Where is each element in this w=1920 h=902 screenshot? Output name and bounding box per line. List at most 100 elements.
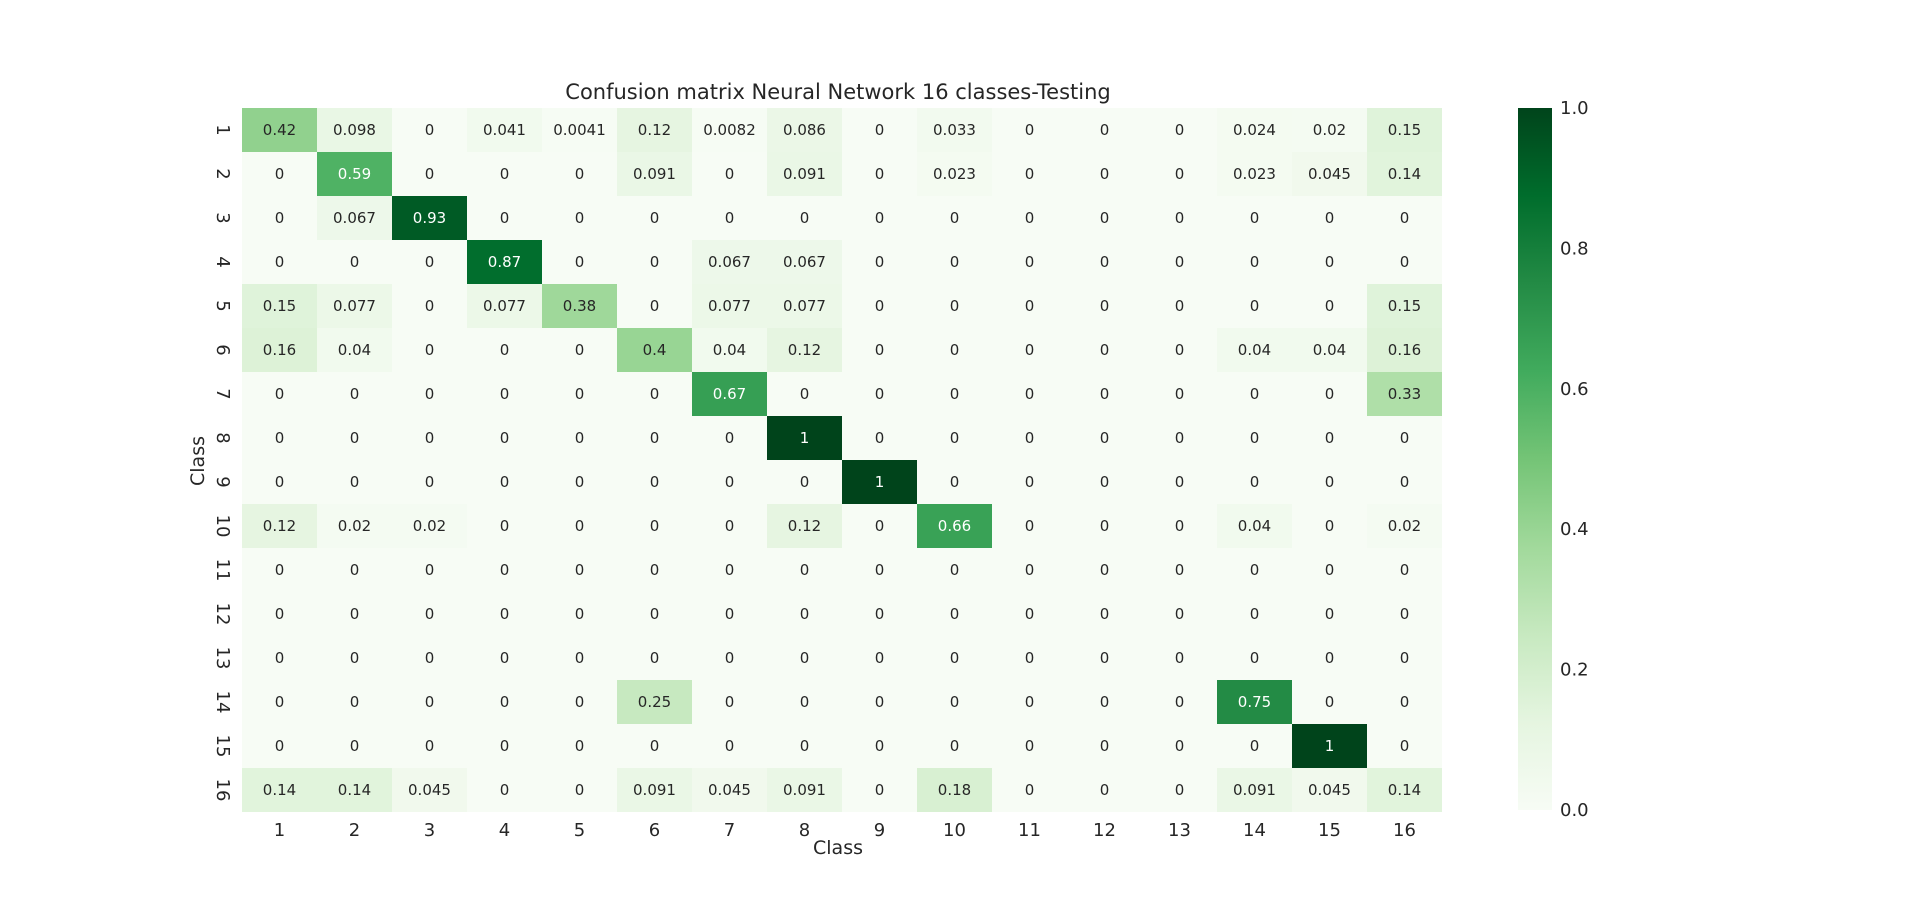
heatmap-cell-label: 0	[425, 429, 435, 447]
heatmap-cell-label: 0	[1250, 737, 1260, 755]
heatmap-cell-label: 0	[800, 693, 810, 711]
x-tick-label: 10	[943, 820, 966, 841]
heatmap-cell-label: 0	[1250, 297, 1260, 315]
heatmap-cell-label: 0	[875, 781, 885, 799]
heatmap-cell-label: 0	[1250, 253, 1260, 271]
heatmap-cell	[467, 372, 542, 416]
heatmap-cell	[617, 724, 692, 768]
heatmap-cell	[1142, 372, 1217, 416]
heatmap-cell	[992, 416, 1067, 460]
heatmap-cell-label: 0.067	[708, 253, 751, 271]
heatmap-cell	[467, 460, 542, 504]
heatmap-cell-label: 0	[1025, 429, 1035, 447]
heatmap-cell	[542, 284, 617, 328]
heatmap-cell	[1217, 636, 1292, 680]
heatmap-cell	[1292, 152, 1367, 196]
heatmap-cell	[1067, 416, 1142, 460]
x-tick-label: 2	[349, 820, 360, 841]
y-tick-label: 13	[212, 647, 233, 670]
heatmap-cell	[1367, 328, 1442, 372]
heatmap-cell-label: 0	[500, 781, 510, 799]
x-tick-label: 4	[499, 820, 510, 841]
heatmap-cell	[317, 592, 392, 636]
heatmap-cell-label: 0.04	[713, 341, 746, 359]
heatmap-cell	[542, 592, 617, 636]
heatmap-cell	[317, 416, 392, 460]
heatmap-cell-label: 0.04	[1313, 341, 1346, 359]
heatmap-cell-label: 0	[350, 385, 360, 403]
heatmap-cell-label: 0	[275, 253, 285, 271]
heatmap-cell	[392, 372, 467, 416]
heatmap-cell-label: 0	[725, 605, 735, 623]
heatmap-cell-label: 0	[1400, 429, 1410, 447]
heatmap-cell-label: 0	[950, 605, 960, 623]
heatmap-cell	[1367, 460, 1442, 504]
heatmap-cell-label: 0	[275, 605, 285, 623]
heatmap-cell	[1142, 108, 1217, 152]
heatmap-cell-label: 0	[275, 429, 285, 447]
heatmap-cell	[467, 152, 542, 196]
heatmap-cell-label: 0	[725, 561, 735, 579]
heatmap-cell	[992, 636, 1067, 680]
x-tick-labels: 1 2 3 4 5 6 7 8 9 10 11 12 13 14 15 16	[274, 820, 1416, 841]
heatmap-cell-label: 0	[425, 561, 435, 579]
heatmap-cell-label: 0.12	[263, 517, 296, 535]
heatmap-cell	[317, 504, 392, 548]
heatmap-cell	[392, 504, 467, 548]
heatmap-cell	[917, 196, 992, 240]
heatmap-cell	[1217, 724, 1292, 768]
heatmap-cell-label: 0.077	[783, 297, 826, 315]
heatmap-cell	[1067, 768, 1142, 812]
heatmap-cell	[1067, 592, 1142, 636]
heatmap-cell	[917, 680, 992, 724]
heatmap-cell	[392, 328, 467, 372]
heatmap-cell	[392, 768, 467, 812]
heatmap-cell	[1217, 108, 1292, 152]
heatmap-cell	[917, 636, 992, 680]
heatmap-cell-label: 0	[575, 693, 585, 711]
heatmap-cell	[917, 592, 992, 636]
heatmap-cell	[767, 460, 842, 504]
heatmap-cell-label: 0	[800, 385, 810, 403]
y-tick-label: 10	[212, 515, 233, 538]
y-tick-label: 12	[212, 603, 233, 626]
heatmap-cell	[1367, 196, 1442, 240]
heatmap-cell	[842, 460, 917, 504]
heatmap-cell	[317, 240, 392, 284]
heatmap-cell	[1292, 240, 1367, 284]
heatmap-cell-label: 0	[650, 209, 660, 227]
heatmap-cell	[917, 768, 992, 812]
heatmap-cell-label: 0	[875, 429, 885, 447]
heatmap-cell	[317, 724, 392, 768]
heatmap-cell-label: 0	[875, 297, 885, 315]
heatmap-cell	[1217, 460, 1292, 504]
heatmap-cell-label: 0.067	[783, 253, 826, 271]
heatmap-cell-label: 0	[1025, 209, 1035, 227]
heatmap-cell-label: 0	[875, 605, 885, 623]
heatmap-cell-label: 0.091	[1233, 781, 1276, 799]
heatmap-cell-label: 0	[1100, 605, 1110, 623]
heatmap-cell-label: 0	[875, 693, 885, 711]
heatmap-cell	[692, 460, 767, 504]
heatmap-cell-label: 0.067	[333, 209, 376, 227]
heatmap-cell	[1067, 108, 1142, 152]
heatmap-cell-label: 0	[1400, 737, 1410, 755]
heatmap-cell	[917, 724, 992, 768]
heatmap-cell-label: 0	[650, 649, 660, 667]
heatmap-cell	[917, 328, 992, 372]
heatmap-cell-label: 0	[1100, 121, 1110, 139]
heatmap-cell-label: 0	[725, 473, 735, 491]
y-tick-label: 9	[212, 476, 233, 487]
x-tick-label: 3	[424, 820, 435, 841]
heatmap-cell	[542, 372, 617, 416]
heatmap-cell	[692, 328, 767, 372]
heatmap-cell-label: 0	[575, 473, 585, 491]
heatmap-cell-label: 0	[1250, 429, 1260, 447]
heatmap-cell-label: 0	[650, 297, 660, 315]
heatmap-cell	[692, 240, 767, 284]
heatmap-cell	[617, 240, 692, 284]
heatmap-cell-label: 0	[725, 517, 735, 535]
heatmap-cell-label: 0	[1325, 473, 1335, 491]
chart-title: Confusion matrix Neural Network 16 class…	[565, 80, 1110, 104]
heatmap-cell-label: 0.42	[263, 121, 296, 139]
